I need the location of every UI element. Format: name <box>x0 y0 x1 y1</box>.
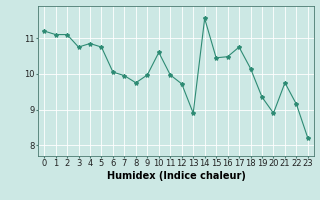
X-axis label: Humidex (Indice chaleur): Humidex (Indice chaleur) <box>107 171 245 181</box>
